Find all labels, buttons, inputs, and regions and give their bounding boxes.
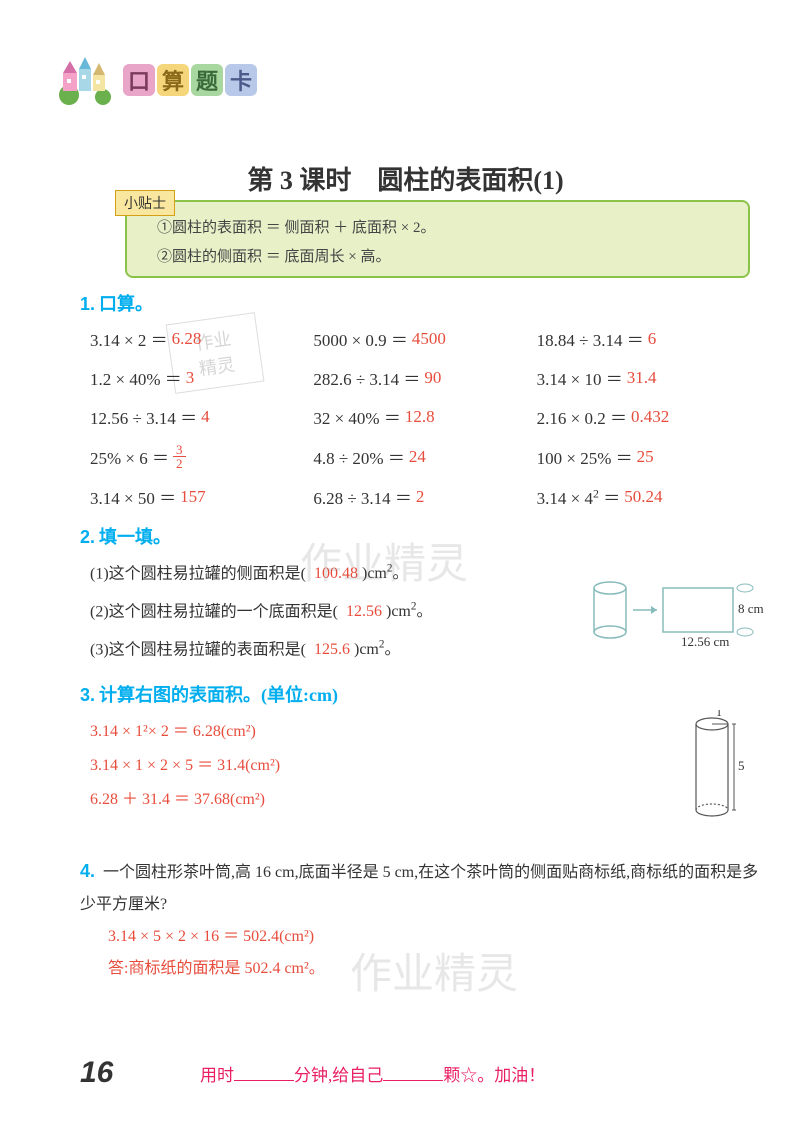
q1-cell: 18.84 ÷ 3.14 ＝6 [537, 326, 760, 351]
q1-ans: 50.24 [624, 487, 662, 507]
q1-cell: 2.16 × 0.2 ＝0.432 [537, 404, 760, 429]
q4-num: 4. [80, 861, 95, 881]
main-content: 1. 口算。 3.14 × 2 ＝6.285000 × 0.9 ＝450018.… [80, 290, 760, 999]
q4-work: 3.14 × 5 × 2 × 16 ＝ 502.4(cm²) [108, 921, 760, 953]
question-2: 2. 填一填。 (1)这个圆柱易拉罐的侧面积是( 100.48 )cm2。(2)… [80, 523, 760, 663]
q1-ans: 3 [186, 368, 195, 388]
title-blocks: 口 算 题 卡 [123, 64, 259, 96]
q1-row: 3.14 × 2 ＝6.285000 × 0.9 ＝450018.84 ÷ 3.… [90, 326, 760, 351]
q1-ans: 12.8 [405, 407, 435, 427]
q2-num: 2. [80, 527, 95, 547]
q1-ans: 4 [201, 407, 210, 427]
svg-text:5: 5 [738, 758, 745, 773]
q1-expr: 282.6 ÷ 3.14 ＝ [313, 365, 420, 390]
question-1: 1. 口算。 3.14 × 2 ＝6.285000 × 0.9 ＝450018.… [80, 290, 760, 509]
q1-title: 口算。 [99, 294, 153, 314]
q1-row: 25% × 6 ＝324.8 ÷ 20% ＝24100 × 25% ＝25 [90, 443, 760, 470]
block-2: 题 [191, 64, 223, 96]
block-1: 算 [157, 64, 189, 96]
q1-cell: 100 × 25% ＝25 [537, 443, 760, 470]
q1-cell: 12.56 ÷ 3.14 ＝4 [90, 404, 313, 429]
q1-expr: 25% × 6 ＝ [90, 444, 169, 469]
q1-cell: 32 × 40% ＝12.8 [313, 404, 536, 429]
q1-ans: 157 [180, 487, 206, 507]
q1-expr: 12.56 ÷ 3.14 ＝ [90, 404, 197, 429]
footer-blank-2 [383, 1067, 443, 1081]
footer-text: 用时 分钟,给自己 颗☆。加油！ [200, 1061, 545, 1086]
q1-ans-frac: 32 [173, 443, 186, 470]
q4-text: 一个圆柱形茶叶筒,高 16 cm,底面半径是 5 cm,在这个茶叶筒的侧面贴商标… [80, 864, 758, 913]
q1-expr: 18.84 ÷ 3.14 ＝ [537, 326, 644, 351]
q1-cell: 1.2 × 40% ＝3 [90, 365, 313, 390]
q1-expr: 1.2 × 40% ＝ [90, 365, 182, 390]
q1-expr: 100 × 25% ＝ [537, 444, 633, 469]
q1-expr: 3.14 × 2 ＝ [90, 326, 168, 351]
q1-ans: 6 [648, 329, 657, 349]
question-3: 3. 计算右图的表面积。(单位:cm) 3.14 × 1²× 2 ＝ 6.28(… [80, 681, 760, 809]
footer-p1: 用时 [200, 1066, 234, 1085]
q1-expr: 32 × 40% ＝ [313, 404, 401, 429]
q1-cell: 282.6 ÷ 3.14 ＝90 [313, 365, 536, 390]
q3-line-1: 3.14 × 1 × 2 × 5 ＝ 31.4(cm²) [90, 751, 760, 775]
q2-diagram: 12.56 cm 8 cm [585, 570, 765, 660]
tip-label: 小贴士 [115, 190, 175, 216]
q3-num: 3. [80, 685, 95, 705]
svg-text:1: 1 [716, 710, 722, 719]
tip-box: 小贴士 ①圆柱的表面积 ＝ 侧面积 ＋ 底面积 × 2。 ②圆柱的侧面积 ＝ 底… [125, 200, 750, 278]
q1-expr: 6.28 ÷ 3.14 ＝ [313, 484, 412, 509]
q1-cell: 5000 × 0.9 ＝4500 [313, 326, 536, 351]
q1-num: 1. [80, 294, 95, 314]
q1-cell: 3.14 × 42 ＝50.24 [537, 484, 760, 509]
q1-cell: 3.14 × 50 ＝157 [90, 484, 313, 509]
q1-expr: 3.14 × 42 ＝ [537, 484, 621, 509]
q1-ans: 31.4 [627, 368, 657, 388]
q3-title: 计算右图的表面积。(单位:cm) [99, 685, 338, 705]
q4-answer: 答:商标纸的面积是 502.4 cm²。 [108, 953, 760, 985]
q1-expr: 3.14 × 50 ＝ [90, 484, 176, 509]
q1-row: 12.56 ÷ 3.14 ＝432 × 40% ＝12.82.16 × 0.2 … [90, 404, 760, 429]
q1-ans: 6.28 [172, 329, 202, 349]
houses-icon [55, 55, 115, 105]
q1-ans: 4500 [412, 329, 446, 349]
question-4: 4. 一个圆柱形茶叶筒,高 16 cm,底面半径是 5 cm,在这个茶叶筒的侧面… [80, 857, 760, 985]
q1-row: 1.2 × 40% ＝3282.6 ÷ 3.14 ＝903.14 × 10 ＝3… [90, 365, 760, 390]
page-number: 16 [80, 1056, 113, 1090]
q2-height-label: 8 cm [738, 601, 764, 616]
q3-diagram: 1 5 [690, 710, 750, 830]
q1-expr: 2.16 × 0.2 ＝ [537, 404, 627, 429]
q1-row: 3.14 × 50 ＝1576.28 ÷ 3.14 ＝23.14 × 42 ＝5… [90, 484, 760, 509]
q1-cell: 3.14 × 2 ＝6.28 [90, 326, 313, 351]
footer-blank-1 [234, 1067, 294, 1081]
q3-line-2: 6.28 ＋ 31.4 ＝ 37.68(cm²) [90, 785, 760, 809]
header-decoration: 口 算 题 卡 [55, 55, 275, 110]
footer-p2: 分钟,给自己 [294, 1066, 383, 1085]
q1-cell: 4.8 ÷ 20% ＝24 [313, 443, 536, 470]
q1-ans: 24 [409, 447, 426, 467]
q1-cell: 3.14 × 10 ＝31.4 [537, 365, 760, 390]
q2-width-label: 12.56 cm [681, 634, 729, 649]
q1-ans: 90 [424, 368, 441, 388]
block-3: 卡 [225, 64, 257, 96]
tip-line-1: ②圆柱的侧面积 ＝ 底面周长 × 高。 [157, 243, 718, 272]
q1-ans: 25 [637, 447, 654, 467]
q1-cell: 25% × 6 ＝32 [90, 443, 313, 470]
q1-ans: 2 [416, 487, 425, 507]
q1-expr: 3.14 × 10 ＝ [537, 365, 623, 390]
q1-expr: 5000 × 0.9 ＝ [313, 326, 408, 351]
tip-line-0: ①圆柱的表面积 ＝ 侧面积 ＋ 底面积 × 2。 [157, 214, 718, 243]
q1-cell: 6.28 ÷ 3.14 ＝2 [313, 484, 536, 509]
q1-grid: 3.14 × 2 ＝6.285000 × 0.9 ＝450018.84 ÷ 3.… [90, 326, 760, 509]
q1-expr: 4.8 ÷ 20% ＝ [313, 444, 405, 469]
footer-p3: 颗☆。加油！ [443, 1066, 545, 1085]
q3-line-0: 3.14 × 1²× 2 ＝ 6.28(cm²) [90, 717, 760, 741]
q1-ans: 0.432 [631, 407, 669, 427]
block-0: 口 [123, 64, 155, 96]
q2-title: 填一填。 [99, 527, 171, 547]
